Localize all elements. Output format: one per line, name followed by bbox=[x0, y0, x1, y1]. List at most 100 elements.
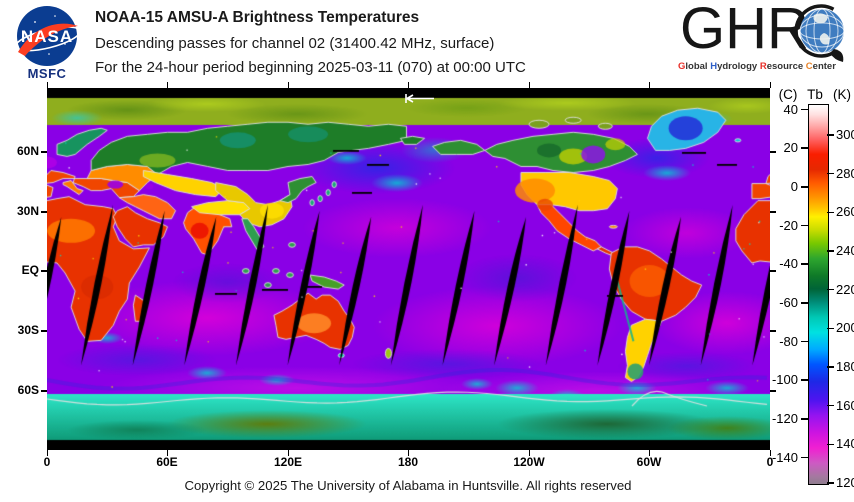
tagline-word-rest: enter bbox=[812, 61, 836, 72]
tagline-word-rest: ydrology bbox=[717, 61, 760, 72]
axis-tick bbox=[46, 450, 48, 456]
copyright-text: Copyright © 2025 The University of Alaba… bbox=[184, 478, 632, 493]
colorbar-tick bbox=[827, 443, 834, 446]
colorbar-unit-celsius: (C) bbox=[778, 87, 798, 102]
lon-tick-label: 180 bbox=[397, 455, 419, 469]
celsius-tick-label: 20 bbox=[783, 140, 798, 156]
celsius-tick-label: -100 bbox=[771, 372, 798, 388]
colorbar-tick bbox=[827, 327, 834, 330]
axis-tick bbox=[41, 330, 47, 332]
celsius-tick-label: -20 bbox=[779, 217, 798, 233]
axis-tick bbox=[41, 390, 47, 392]
lat-tick-label: 60S bbox=[17, 383, 39, 397]
axis-tick bbox=[770, 390, 776, 392]
colorbar-tick bbox=[801, 340, 808, 343]
ghrc-tagline: Global Hydrology Resource Center bbox=[678, 61, 854, 72]
lat-tick-label: EQ bbox=[21, 263, 39, 277]
celsius-tick-label: -80 bbox=[779, 333, 798, 349]
axis-tick bbox=[166, 450, 168, 456]
kelvin-tick-label: 240 bbox=[836, 242, 854, 258]
axis-tick bbox=[770, 211, 776, 213]
axis-tick bbox=[287, 82, 289, 88]
colorbar-tick bbox=[801, 379, 808, 381]
kelvin-tick-label: 300 bbox=[836, 126, 854, 142]
celsius-tick-label: 40 bbox=[783, 101, 798, 117]
colorbar-tick bbox=[827, 250, 834, 252]
lon-tick-label: 0 bbox=[43, 455, 51, 469]
axis-tick bbox=[41, 270, 47, 272]
colorbar-unit-tb: Tb bbox=[807, 87, 823, 102]
axis-tick bbox=[166, 82, 168, 88]
colorbar-tick bbox=[827, 211, 834, 214]
colorbar-tick bbox=[801, 302, 808, 304]
lat-tick-label: 60N bbox=[16, 144, 39, 158]
celsius-tick-label: -120 bbox=[771, 410, 798, 426]
colorbar-unit-kelvin: (K) bbox=[833, 87, 851, 102]
lat-tick-label: 30N bbox=[16, 204, 39, 218]
axis-tick bbox=[769, 450, 771, 456]
colorbar-tick bbox=[827, 482, 834, 484]
colorbar-tick bbox=[801, 224, 808, 227]
celsius-tick-label: 0 bbox=[790, 178, 798, 194]
celsius-tick-label: -40 bbox=[779, 256, 798, 272]
axis-tick bbox=[648, 450, 650, 456]
axis-tick bbox=[46, 82, 48, 88]
lon-tick-label: 60E bbox=[156, 455, 178, 469]
colorbar-tick bbox=[827, 134, 834, 136]
kelvin-tick-label: 200 bbox=[836, 320, 854, 336]
tagline-word-rest: lobal bbox=[685, 61, 711, 72]
product-title: NOAA-15 AMSU-A Brightness Temperatures bbox=[95, 9, 420, 26]
celsius-tick-label: -60 bbox=[779, 294, 798, 310]
product-subtitle-period: For the 24-hour period beginning 2025-03… bbox=[95, 59, 526, 76]
colorbar-tick bbox=[827, 288, 834, 291]
kelvin-tick-label: 140 bbox=[836, 436, 854, 452]
msfc-label: MSFC bbox=[27, 66, 67, 81]
colorbar-tick bbox=[801, 147, 808, 149]
tagline-word-initial: R bbox=[759, 61, 767, 72]
colorbar-tick bbox=[801, 186, 808, 188]
kelvin-tick-label: 260 bbox=[836, 204, 854, 220]
axis-tick bbox=[41, 151, 47, 153]
colorbar-tick bbox=[827, 366, 834, 368]
axis-tick bbox=[528, 82, 530, 88]
ghrc-wordmark: GHR bbox=[680, 0, 809, 61]
nasa-meatball-icon: NASA bbox=[14, 6, 81, 66]
lon-tick-label: 120E bbox=[273, 455, 303, 469]
axis-tick bbox=[407, 450, 409, 456]
axis-tick bbox=[770, 330, 776, 332]
tagline-word-initial: C bbox=[805, 61, 813, 72]
axis-tick bbox=[528, 450, 530, 456]
product-subtitle-channel: Descending passes for channel 02 (31400.… bbox=[95, 35, 495, 52]
left-arrow-icon bbox=[404, 91, 436, 103]
axis-tick bbox=[770, 270, 776, 272]
colorbar-tick bbox=[827, 172, 834, 175]
kelvin-tick-label: 180 bbox=[836, 358, 854, 374]
lon-tick-label: 120W bbox=[513, 455, 545, 469]
colorbar-tick bbox=[801, 108, 808, 111]
kelvin-tick-label: 280 bbox=[836, 165, 854, 181]
colorbar-tick bbox=[801, 418, 808, 420]
nasa-wordmark: NASA bbox=[21, 27, 73, 46]
axis-tick bbox=[770, 151, 776, 153]
colorbar bbox=[808, 104, 829, 485]
kelvin-tick-label: 120 bbox=[836, 475, 854, 490]
colorbar-tick bbox=[801, 456, 808, 459]
axis-tick bbox=[407, 82, 409, 88]
tagline-word-rest: esource bbox=[766, 61, 806, 72]
axis-tick bbox=[769, 82, 771, 88]
lon-tick-label: 0 bbox=[766, 455, 774, 469]
ghrc-logo: GHR Global Hydrology Resource Center bbox=[676, 0, 854, 77]
kelvin-tick-label: 220 bbox=[836, 281, 854, 297]
tagline-word-initial: G bbox=[678, 61, 686, 72]
nasa-logo: NASA bbox=[10, 5, 84, 67]
axis-tick bbox=[41, 211, 47, 213]
axis-tick bbox=[287, 450, 289, 456]
lat-tick-label: 30S bbox=[17, 323, 39, 337]
brightness-temperature-map bbox=[47, 88, 770, 450]
celsius-tick-label: -140 bbox=[771, 449, 798, 465]
lon-tick-label: 60W bbox=[636, 455, 662, 469]
colorbar-tick bbox=[827, 404, 834, 407]
ghrc-globe-icon bbox=[794, 4, 845, 62]
axis-tick bbox=[648, 82, 650, 88]
tagline-word-initial: H bbox=[710, 61, 718, 72]
